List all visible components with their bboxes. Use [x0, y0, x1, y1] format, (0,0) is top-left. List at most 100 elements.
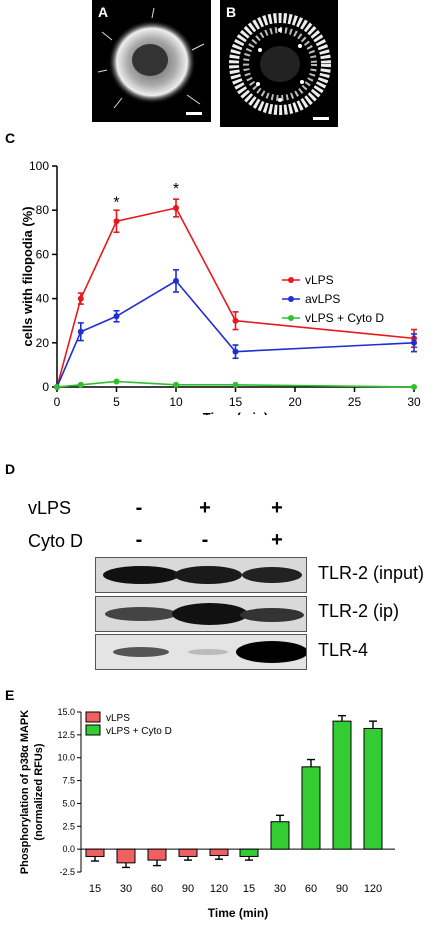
e-bar: [85, 848, 105, 857]
blot-strip-tlr2-input: [95, 557, 307, 593]
c-ytick-label: 80: [36, 203, 50, 217]
cytod-row-label: Cyto D: [28, 531, 84, 551]
e-legend-swatch: [85, 711, 101, 723]
panel-b-letter: B: [226, 4, 237, 20]
c-y-axis-title: cells with filopodia (%): [20, 206, 35, 346]
e-bar: [332, 720, 352, 850]
c-ytick-label: 0: [42, 380, 49, 394]
e-xtick-label: 90: [336, 883, 348, 895]
e-y-axis-title-line2: (normalized RFUs): [33, 743, 45, 841]
c-data-point: [77, 381, 84, 388]
c-legend-label: vLPS: [305, 273, 334, 287]
c-data-point: [173, 204, 179, 211]
blot-strip-tlr4: [95, 634, 308, 670]
e-xtick-label: 30: [274, 883, 286, 895]
c-legend-marker: [288, 296, 294, 302]
c-data-point: [411, 339, 417, 346]
e-ytick-label: 7.5: [62, 776, 75, 786]
c-series-line-0: [56, 207, 415, 388]
e-xtick-label: 120: [364, 883, 382, 895]
cytod-lane3-sign: +: [271, 529, 283, 551]
c-xtick-label: 20: [288, 395, 302, 409]
c-data-point: [113, 313, 120, 320]
scale-bar-a: [186, 112, 202, 115]
c-xtick-label: 30: [407, 395, 421, 409]
e-xtick-label: 30: [120, 883, 132, 895]
band-label-tlr2-input: TLR-2 (input): [318, 563, 425, 583]
e-bar: [178, 848, 198, 857]
p38-bar-chart: 15.0 12.5 10.0 7.5 5.0 2.5 0.0 -2.5 15 30 60 90 120 1…: [19, 707, 395, 920]
c-xtick-label: 25: [348, 395, 362, 409]
c-xtick-label: 0: [54, 395, 61, 409]
c-xtick-label: 15: [229, 395, 243, 409]
scale-bar-b: [313, 117, 329, 120]
e-y-axis-title-line1: Phosphorylation of p38α MAPK: [19, 710, 31, 874]
c-legend-marker: [288, 277, 294, 283]
panel-c-letter: C: [5, 130, 16, 146]
e-xtick-label: 120: [210, 883, 228, 895]
c-significance-asterisk: *: [173, 181, 179, 198]
c-series-line-2: [56, 380, 415, 388]
cytod-lane2-sign: -: [201, 529, 209, 551]
blot-strip-tlr2-ip: [95, 596, 307, 632]
vlps-lane1-sign: -: [135, 497, 143, 519]
c-data-point: [173, 277, 179, 284]
c-data-point: [232, 381, 239, 388]
c-xtick-label: 10: [169, 395, 183, 409]
c-data-point: [113, 218, 120, 225]
c-data-point: [54, 384, 60, 390]
filopodia-line-chart: 0 20 40 60 80 100 0 5 10 15 20 25 30 Time (min) cells …: [20, 159, 421, 415]
e-ytick-label: 5.0: [62, 798, 75, 808]
cytod-lane1-sign: -: [135, 529, 143, 551]
micrograph-b: B: [220, 0, 338, 127]
vlps-lane3-sign: +: [271, 497, 283, 519]
e-bar: [270, 821, 290, 850]
c-ytick-label: 20: [36, 336, 50, 350]
c-data-point: [77, 328, 84, 335]
c-x-axis-title: Time (min): [203, 410, 269, 415]
e-legend-label: vLPS + Cyto D: [106, 726, 172, 737]
c-data-point: [232, 317, 239, 324]
e-bar: [239, 848, 259, 857]
c-data-point: [232, 348, 239, 355]
micrograph-b-image: [229, 13, 331, 115]
e-ytick-label: 10.0: [57, 753, 75, 763]
c-significance-asterisk: *: [113, 194, 119, 211]
e-xtick-label: 15: [89, 883, 101, 895]
micrograph-a-image: [97, 7, 205, 109]
e-xtick-label: 60: [305, 883, 317, 895]
vlps-lane2-sign: +: [199, 497, 211, 519]
c-ytick-label: 40: [36, 292, 50, 306]
panel-a-letter: A: [98, 4, 109, 20]
e-x-axis-title: Time (min): [208, 906, 268, 920]
band-label-tlr4: TLR-4: [318, 640, 369, 660]
c-xtick-label: 5: [113, 395, 120, 409]
e-xtick-label: 90: [182, 883, 194, 895]
e-ytick-label: 12.5: [57, 730, 75, 740]
c-ytick-label: 100: [29, 159, 49, 173]
e-legend-label: vLPS: [106, 713, 130, 724]
e-bar: [147, 848, 167, 861]
e-bar: [116, 848, 136, 864]
band-label-tlr2-ip: TLR-2 (ip): [318, 601, 400, 621]
c-legend-label: avLPS: [305, 292, 340, 306]
c-ytick-label: 60: [36, 247, 50, 261]
e-bar: [301, 766, 321, 850]
c-data-point: [113, 378, 120, 385]
c-legend-marker: [288, 315, 294, 321]
c-data-point: [411, 384, 417, 390]
e-ytick-label: 15.0: [57, 707, 75, 717]
c-data-point: [77, 295, 84, 302]
e-ytick-label: 0.0: [62, 844, 75, 854]
e-bar: [209, 848, 229, 857]
vlps-row-label: vLPS: [28, 498, 72, 518]
e-legend-swatch: [85, 724, 101, 736]
panel-e-letter: E: [5, 687, 15, 703]
e-ytick-label: 2.5: [62, 821, 75, 831]
e-ytick-label: -2.5: [59, 867, 75, 877]
e-xtick-label: 15: [243, 883, 255, 895]
micrograph-a: A: [92, 0, 211, 122]
c-series-line-1: [56, 279, 415, 388]
c-data-point: [173, 381, 179, 388]
e-xtick-label: 60: [151, 883, 163, 895]
